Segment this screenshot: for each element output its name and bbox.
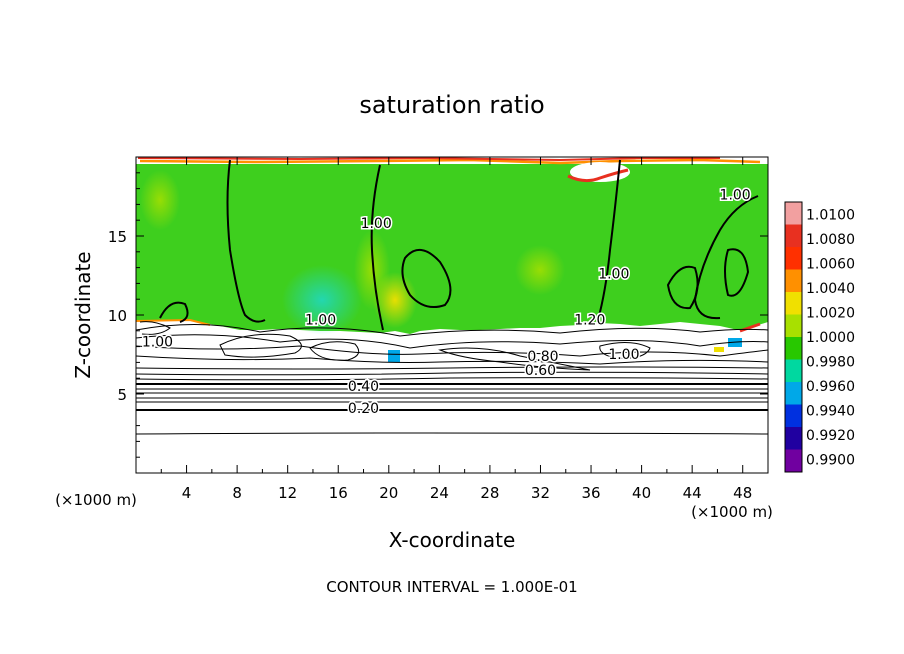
y-axis-ticks: 5 10 15: [108, 172, 768, 458]
contour-lines-thin: [136, 321, 768, 371]
colorbar-swatch: [785, 202, 802, 225]
contour-label: 1.20: [574, 312, 605, 328]
colorbar-label: 0.9960: [806, 379, 855, 395]
colorbar-label: 0.9940: [806, 404, 855, 420]
x-axis-ticks: 4 8 12 16 20 24 28 32 36 40 44 48: [160, 157, 752, 502]
contour-loop-4: [159, 301, 189, 323]
colorbar-label: 1.0060: [806, 256, 855, 272]
x-tick-label: 4: [182, 484, 192, 502]
x-tick-label: 16: [329, 484, 348, 502]
colorbar-label: 0.9980: [806, 355, 855, 371]
contour-lines-lower: [136, 366, 768, 435]
contour-loop-2: [666, 265, 699, 310]
white-cap: [570, 162, 630, 182]
x-tick-label: 8: [232, 484, 242, 502]
colorbar-label: 1.0100: [806, 207, 855, 223]
x-tick-label: 28: [480, 484, 499, 502]
colorbar-swatch: [785, 382, 802, 405]
contour-1-00-b: [370, 164, 384, 331]
colorbar-label: 0.9920: [806, 428, 855, 444]
colorbar-label: 1.0040: [806, 281, 855, 297]
x-tick-label: 44: [683, 484, 702, 502]
colorbar-swatch: [785, 337, 802, 360]
colorbar-label: 1.0080: [806, 232, 855, 248]
x-tick-label: 48: [733, 484, 752, 502]
contour-1-00-c: [597, 159, 621, 321]
y-axis-unit: (×1000 m): [55, 491, 137, 509]
red-cap-edge: [567, 168, 629, 183]
contour-1-00-d: [693, 195, 759, 320]
contour-label: 0.80: [527, 349, 558, 365]
contour-1-00-a: [226, 159, 266, 323]
colorbar-swatch: [785, 427, 802, 450]
contour-label: 1.00: [608, 347, 639, 363]
colorbar-swatch: [785, 314, 802, 338]
x-tick-label: 24: [430, 484, 449, 502]
x-tick-label: 12: [278, 484, 297, 502]
colorbar-swatch: [785, 404, 802, 428]
contour-loop-1: [401, 249, 452, 308]
contour-label: 1.00: [361, 216, 392, 232]
x-tick-label: 40: [632, 484, 651, 502]
lime-region-1: [354, 230, 390, 310]
blue-patch-1: [388, 350, 400, 362]
y-tick-label: 5: [117, 386, 127, 404]
x-tick-label: 36: [581, 484, 600, 502]
colorbar-frame: [784, 201, 803, 473]
cyan-region: [282, 265, 362, 335]
y-tick-label: 10: [108, 307, 127, 325]
contour-label: 0.20: [348, 401, 379, 417]
colorbar-label: 1.0000: [806, 330, 855, 346]
y-tick-label: 15: [108, 228, 127, 246]
contour-label: 0.40: [348, 379, 379, 395]
colorbar-swatch: [785, 449, 802, 473]
contour-label: 0.60: [525, 363, 556, 379]
x-tick-label: 32: [531, 484, 550, 502]
colorbar-label: 1.0020: [806, 305, 855, 321]
colorbar-swatch: [785, 269, 802, 293]
plot-area: 1.00 1.00 1.00 1.00 1.00 1.20 1.00 0.800.60 0.40…: [136, 157, 768, 473]
contour-loop-3: [724, 248, 750, 297]
contour-label: 1.00: [598, 267, 629, 283]
lime-region-2: [140, 170, 180, 230]
colorbar-swatch: [785, 247, 802, 270]
colorbar-swatch: [785, 292, 802, 315]
colorbar-swatch: [785, 224, 802, 248]
contour-label: 1.00: [720, 188, 751, 204]
chart-title: saturation ratio: [359, 91, 544, 119]
colorbar-swatch: [785, 359, 802, 383]
colorbar: 1.0100 1.0080 1.0060 1.0040 1.0020 1.0000 0.99…: [784, 201, 855, 473]
contour-labels: 1.00 1.00 1.00 1.00 1.00 1.20 1.00 0.800.60 0.40…: [140, 186, 752, 418]
top-orange-edge: [139, 158, 761, 165]
contour-label: 1.00: [142, 335, 173, 351]
x-axis-unit: (×1000 m): [691, 503, 773, 521]
contour-lines: [159, 159, 759, 331]
colorbar-label: 0.9900: [806, 453, 855, 469]
x-tick-label: 20: [379, 484, 398, 502]
lime-region-3: [515, 245, 565, 295]
contour-interval-note: CONTOUR INTERVAL = 1.000E-01: [326, 578, 577, 596]
base-orange-edge: [136, 318, 211, 326]
contour-label: 1.00: [305, 312, 336, 328]
yellow-patch: [714, 347, 724, 352]
y-axis-label: Z-coordinate: [71, 251, 95, 378]
x-axis-label: X-coordinate: [389, 528, 516, 552]
